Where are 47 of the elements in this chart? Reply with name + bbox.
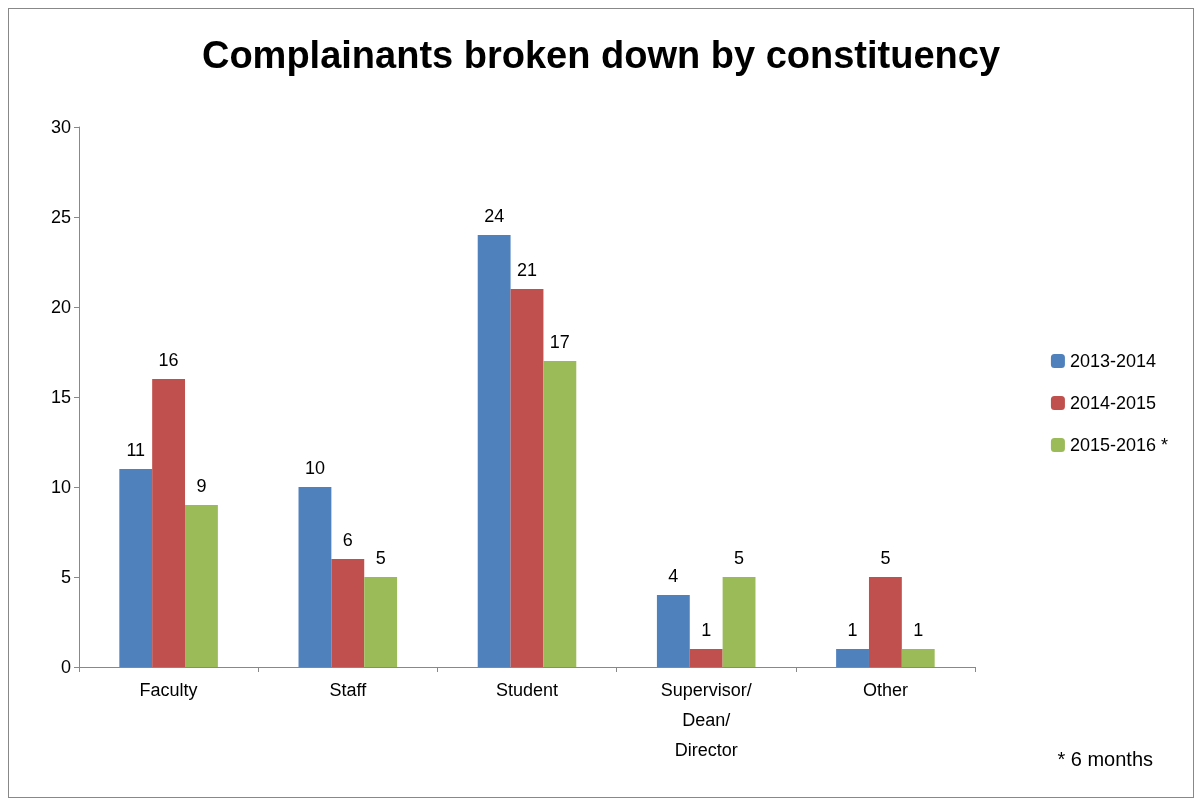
bar <box>543 361 577 667</box>
data-label: 21 <box>516 260 538 280</box>
bar <box>331 559 365 667</box>
y-tick-label: 0 <box>60 657 71 677</box>
x-tick-label: Supervisor/Dean/Director <box>660 680 752 760</box>
y-tick-label: 20 <box>50 297 71 317</box>
y-tick-label: 10 <box>50 477 71 497</box>
bar <box>722 577 756 667</box>
y-tick-label: 15 <box>50 387 71 407</box>
data-label: 1 <box>847 620 858 640</box>
bar <box>901 649 935 667</box>
text: * 6 months <box>1057 748 1153 770</box>
x-tick-label: Other <box>862 680 908 700</box>
data-label: 9 <box>196 476 207 496</box>
x-tick-label: Staff <box>329 680 368 700</box>
bar <box>689 649 723 667</box>
data-label: 5 <box>734 548 745 568</box>
data-label: 10 <box>304 458 325 478</box>
x-tick-label: Student <box>495 680 559 700</box>
bar <box>510 289 544 667</box>
legend-label: 2013-2014 <box>1069 351 1157 371</box>
data-label: 5 <box>375 548 386 568</box>
data-label: 11 <box>126 440 146 460</box>
y-tick-label: 30 <box>50 117 71 137</box>
x-tick-label: Faculty <box>139 680 198 700</box>
data-label: 17 <box>549 332 570 352</box>
bar <box>185 505 218 667</box>
bar <box>152 379 186 667</box>
data-label: 4 <box>668 566 679 586</box>
y-tick-label: 25 <box>50 207 71 227</box>
data-label: 1 <box>913 620 924 640</box>
chart-title: Complainants broken down by constituency <box>201 34 1001 76</box>
data-label: 5 <box>880 548 891 568</box>
bar <box>868 577 902 667</box>
bar <box>364 577 398 667</box>
bar <box>298 487 332 667</box>
data-label: 1 <box>701 620 712 640</box>
data-label: 16 <box>158 350 179 370</box>
bar <box>836 649 869 667</box>
data-label: 24 <box>484 206 505 226</box>
bar <box>477 235 511 667</box>
data-label: 6 <box>342 530 353 550</box>
legend-label: 2015-2016 * <box>1069 435 1169 455</box>
bar <box>656 595 690 667</box>
legend-label: 2014-2015 <box>1069 393 1157 413</box>
bar <box>119 469 153 667</box>
y-tick-label: 5 <box>60 567 71 587</box>
